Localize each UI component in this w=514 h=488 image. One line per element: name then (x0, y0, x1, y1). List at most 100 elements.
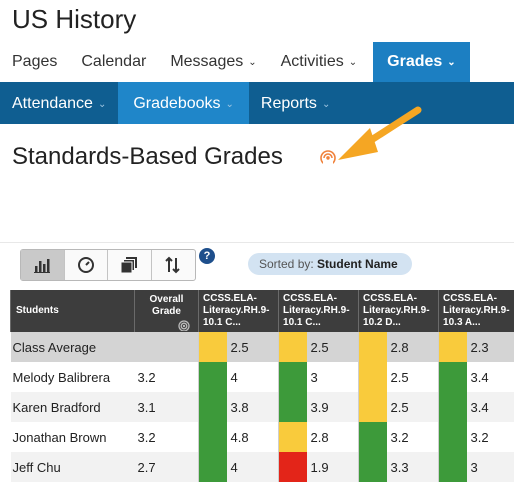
mastery-swatch (438, 392, 467, 422)
sort-indicator[interactable]: Sorted by: Student Name (248, 253, 412, 275)
standard-score[interactable]: 3.2 (466, 422, 514, 452)
mastery-swatch (358, 332, 387, 362)
mastery-swatch (278, 362, 307, 392)
chevron-down-icon: ⌄ (248, 57, 257, 68)
sort-label: Sorted by: (259, 257, 314, 271)
chevron-down-icon: ⌄ (97, 99, 107, 110)
header-students[interactable]: Students (10, 290, 135, 332)
copy-pages-icon (120, 257, 138, 274)
chevron-down-icon: ⌄ (447, 57, 456, 68)
nav-activities[interactable]: Activities ⌄ (269, 42, 370, 82)
header-standard[interactable]: CCSS.ELA-Literacy.RH.9-10.2 D... (358, 290, 439, 332)
chevron-down-icon: ⌄ (225, 99, 234, 110)
student-name[interactable]: Class Average (10, 332, 135, 362)
standard-score[interactable]: 2.5 (226, 332, 279, 362)
subnav-gradebooks-label: Gradebooks (133, 95, 221, 112)
student-name[interactable]: Jonathan Brown (10, 422, 135, 452)
standard-score[interactable]: 2.8 (386, 332, 439, 362)
standard-score[interactable]: 4 (226, 452, 279, 482)
table-row[interactable]: Jonathan Brown 3.2 4.8 2.8 3.2 3.2 (10, 422, 514, 452)
header-standard[interactable]: CCSS.ELA-Literacy.RH.9-10.1 C... (197, 290, 279, 332)
top-nav: Pages Calendar Messages ⌄ Activities ⌄ Gra… (0, 42, 514, 82)
sub-nav: Attendance ⌄ Gradebooks ⌄ Reports ⌄ (0, 82, 514, 124)
standard-score[interactable]: 2.5 (386, 392, 439, 422)
mastery-swatch (198, 452, 227, 482)
header-standard[interactable]: CCSS.ELA-Literacy.RH.9-10.3 A... (438, 290, 514, 332)
sort-button[interactable] (152, 250, 195, 280)
subnav-reports-label: Reports (260, 95, 317, 112)
overall-grade: 2.7 (134, 452, 199, 482)
nav-calendar[interactable]: Calendar (69, 42, 158, 82)
mastery-swatch (358, 452, 387, 482)
nav-grades[interactable]: Grades ⌄ (373, 42, 470, 82)
table-header-row: Students Overall Grade CCSS.ELA-Literacy… (10, 290, 514, 332)
overall-grade: 3.2 (134, 362, 199, 392)
standard-score[interactable]: 4 (226, 362, 279, 392)
mastery-swatch (198, 332, 227, 362)
nav-messages-label: Messages (170, 53, 244, 70)
annotation-arrow-icon (338, 106, 422, 160)
mastery-swatch (438, 422, 467, 452)
standard-score[interactable]: 2.3 (466, 332, 514, 362)
subnav-attendance[interactable]: Attendance ⌄ (0, 82, 118, 124)
student-name[interactable]: Karen Bradford (10, 392, 135, 422)
standard-score[interactable]: 3 (306, 362, 359, 392)
divider (0, 242, 514, 243)
standard-score[interactable]: 3.4 (466, 392, 514, 422)
table-row[interactable]: Karen Bradford 3.1 3.8 3.9 2.5 3.4 (10, 392, 514, 422)
timeline-view-button[interactable] (65, 250, 108, 280)
bar-chart-icon (34, 259, 51, 273)
mastery-swatch (198, 422, 227, 452)
standard-score[interactable]: 2.5 (306, 332, 359, 362)
mastery-swatch (358, 362, 387, 392)
rss-icon (178, 320, 190, 331)
mastery-swatch (278, 332, 307, 362)
help-icon[interactable]: ? (199, 248, 215, 264)
grades-table-body: Class Average 2.5 2.5 2.8 2.3 Melody Balibrer… (10, 332, 514, 482)
standard-score[interactable]: 3 (466, 452, 514, 482)
mastery-swatch (278, 392, 307, 422)
grades-table: Students Overall Grade CCSS.ELA-Literacy… (10, 290, 514, 482)
nav-pages[interactable]: Pages (0, 42, 69, 82)
nav-calendar-label: Calendar (81, 53, 147, 70)
mastery-swatch (198, 362, 227, 392)
nav-messages[interactable]: Messages ⌄ (158, 42, 268, 82)
standard-score[interactable]: 3.2 (386, 422, 439, 452)
mastery-swatch (438, 362, 467, 392)
table-row[interactable]: Jeff Chu 2.7 4 1.9 3.3 3 (10, 452, 514, 482)
nav-pages-label: Pages (12, 53, 58, 70)
mastery-swatch (438, 452, 467, 482)
student-name[interactable]: Jeff Chu (10, 452, 135, 482)
copy-view-button[interactable] (108, 250, 152, 280)
nav-grades-label: Grades (387, 53, 443, 70)
student-name[interactable]: Melody Balibrera (10, 362, 135, 392)
sort-arrows-icon (165, 256, 180, 274)
nav-activities-label: Activities (280, 53, 344, 70)
standard-score[interactable]: 2.8 (306, 422, 359, 452)
subnav-gradebooks[interactable]: Gradebooks ⌄ (118, 82, 249, 124)
view-toolbar (20, 249, 196, 281)
course-title: US History (12, 4, 137, 34)
standard-score[interactable]: 3.9 (306, 392, 359, 422)
subnav-reports[interactable]: Reports ⌄ (249, 82, 342, 124)
overall-grade: 3.1 (134, 392, 199, 422)
header-standard[interactable]: CCSS.ELA-Literacy.RH.9-10.1 C... (278, 290, 359, 332)
bar-chart-view-button[interactable] (21, 250, 65, 280)
standard-score[interactable]: 3.3 (386, 452, 439, 482)
chevron-down-icon: ⌄ (348, 57, 358, 68)
mastery-swatch (198, 392, 227, 422)
header-overall-label: Overall Grade (149, 294, 184, 317)
standard-score[interactable]: 3.8 (226, 392, 279, 422)
sort-value: Student Name (317, 257, 398, 271)
standard-score[interactable]: 1.9 (306, 452, 359, 482)
chevron-down-icon: ⌄ (321, 99, 331, 110)
standard-score[interactable]: 3.4 (466, 362, 514, 392)
class-average-row[interactable]: Class Average 2.5 2.5 2.8 2.3 (10, 332, 514, 362)
table-row[interactable]: Melody Balibrera 3.2 4 3 2.5 3.4 (10, 362, 514, 392)
standard-score[interactable]: 2.5 (386, 362, 439, 392)
mastery-swatch (278, 422, 307, 452)
header-overall-grade[interactable]: Overall Grade (134, 290, 199, 332)
rss-icon[interactable] (320, 150, 336, 166)
standard-score[interactable]: 4.8 (226, 422, 279, 452)
mastery-swatch (358, 422, 387, 452)
